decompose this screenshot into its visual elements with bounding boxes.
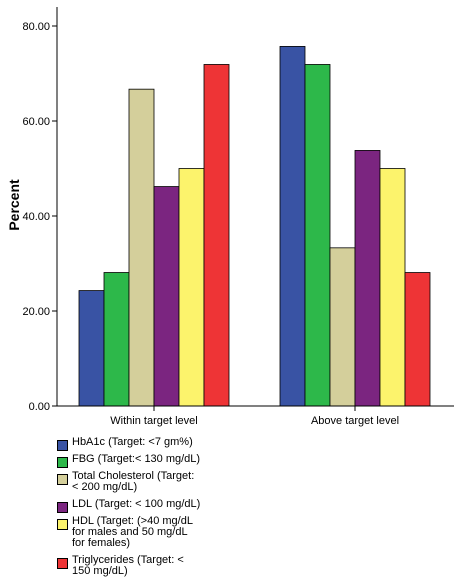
legend-label: Total Cholesterol (Target: < 200 mg/dL) (72, 470, 195, 493)
bar (354, 150, 381, 407)
legend-swatch (57, 440, 68, 451)
x-tick-label: Within target level (110, 415, 197, 427)
legend-label: HDL (Target: (>40 mg/dL for males and 50… (72, 515, 193, 549)
bar (379, 168, 406, 407)
bar-chart: 0.00 20.00 40.00 60.00 80.00 Within target l… (6, 7, 454, 427)
bar (304, 64, 331, 407)
y-tick-label: 60.00 (22, 116, 50, 128)
bar (279, 46, 306, 407)
bar (103, 272, 130, 407)
legend-label: FBG (Target:< 130 mg/dL) (72, 453, 201, 465)
y-tick-label: 20.00 (22, 306, 50, 318)
x-tick-label: Above target level (311, 415, 399, 427)
legend-swatch (57, 519, 68, 530)
legend-label: Triglycerides (Target: < 150 mg/dL) (72, 554, 184, 577)
y-axis-title: Percent (6, 179, 22, 231)
bar (203, 64, 230, 407)
bar (78, 290, 105, 407)
legend-swatch (57, 474, 68, 485)
bar (128, 88, 155, 407)
legend-swatch (57, 457, 68, 468)
y-tick-label: 80.00 (22, 21, 50, 33)
bar (178, 168, 205, 407)
legend-label: LDL (Target: < 100 mg/dL) (72, 498, 201, 510)
y-tick-label: 40.00 (22, 211, 50, 223)
x-axis: Within target level Above target level (57, 405, 454, 427)
y-axis: 0.00 20.00 40.00 60.00 80.00 (22, 7, 58, 413)
legend-label: HbA1c (Target: <7 gm%) (72, 436, 193, 448)
bar (404, 272, 431, 407)
bars (78, 46, 431, 407)
y-tick-label: 0.00 (29, 401, 50, 413)
bar (329, 247, 356, 407)
legend-swatch (57, 502, 68, 513)
bar (153, 186, 180, 407)
legend-swatch (57, 558, 68, 569)
